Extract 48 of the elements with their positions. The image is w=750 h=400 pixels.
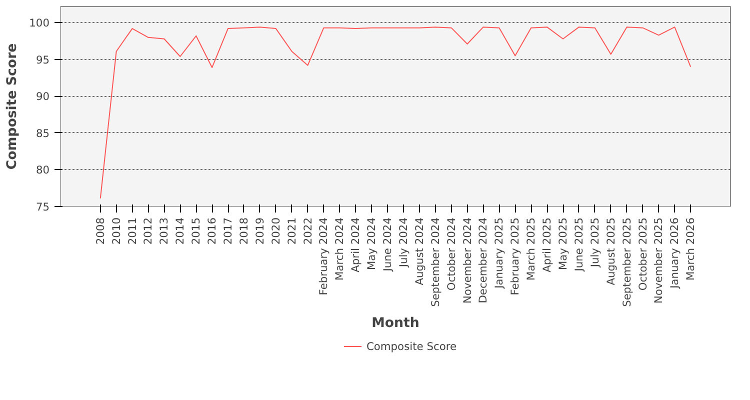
x-tick-label: January 2026 bbox=[668, 217, 682, 290]
x-tick-label: 2010 bbox=[110, 217, 123, 245]
x-tick-label: June 2025 bbox=[572, 217, 586, 272]
x-tick-label: October 2024 bbox=[444, 217, 458, 291]
x-tick-label: August 2025 bbox=[604, 217, 618, 286]
line-series bbox=[100, 26, 692, 199]
x-tick-label: March 2024 bbox=[333, 217, 346, 280]
x-tick-label: April 2025 bbox=[540, 217, 554, 272]
x-tick-label: November 2024 bbox=[460, 217, 474, 304]
y-tick-label: 100 bbox=[29, 16, 50, 30]
y-tick-label: 80 bbox=[36, 164, 50, 177]
x-tick-label: January 2025 bbox=[492, 218, 506, 290]
x-tick-label: March 2026 bbox=[684, 217, 698, 280]
x-tick-label: 2012 bbox=[142, 217, 155, 245]
x-tick-label: May 2024 bbox=[365, 217, 378, 270]
x-tick-label: July 2024 bbox=[396, 217, 410, 268]
x-tick-label: November 2025 bbox=[652, 217, 666, 304]
x-tick-label: December 2024 bbox=[476, 217, 490, 304]
y-tick-label: 85 bbox=[36, 126, 50, 140]
x-tick-label: September 2025 bbox=[620, 217, 634, 307]
y-axis-title: Composite Score bbox=[5, 43, 20, 170]
x-tick-label: 2015 bbox=[190, 217, 203, 245]
x-tick-label: 2020 bbox=[269, 217, 282, 245]
x-tick-label: 2018 bbox=[237, 217, 250, 245]
x-tick-label: June 2024 bbox=[381, 217, 394, 272]
x-tick-label: 2016 bbox=[206, 217, 219, 245]
x-tick-label: August 2024 bbox=[412, 217, 426, 286]
x-tick-label: February 2024 bbox=[317, 217, 330, 296]
x-tick-label: April 2024 bbox=[349, 217, 362, 272]
x-tick-label: March 2025 bbox=[524, 217, 538, 280]
x-tick-label: May 2025 bbox=[556, 217, 570, 270]
x-tick-label: July 2025 bbox=[588, 218, 602, 268]
x-tick-label: 2011 bbox=[126, 217, 139, 245]
y-tick-label: 75 bbox=[36, 200, 50, 214]
x-tick-label: 2014 bbox=[174, 217, 187, 245]
x-tick-label: 2019 bbox=[253, 217, 266, 245]
x-tick-label: September 2024 bbox=[428, 217, 442, 307]
x-tick-label: 2022 bbox=[301, 217, 314, 245]
y-tick-label: 90 bbox=[36, 90, 50, 104]
x-tick-label: 2017 bbox=[222, 217, 234, 245]
x-tick-label: February 2025 bbox=[508, 217, 522, 296]
x-tick-label: 2021 bbox=[285, 217, 298, 245]
x-tick-label: October 2025 bbox=[636, 217, 650, 291]
x-axis-title: Month bbox=[372, 316, 420, 331]
x-tick-label: 2013 bbox=[158, 217, 171, 245]
x-tick-label: 2008 bbox=[94, 217, 107, 245]
legend-label: Composite Score bbox=[366, 340, 457, 352]
y-tick-label: 95 bbox=[36, 53, 50, 66]
